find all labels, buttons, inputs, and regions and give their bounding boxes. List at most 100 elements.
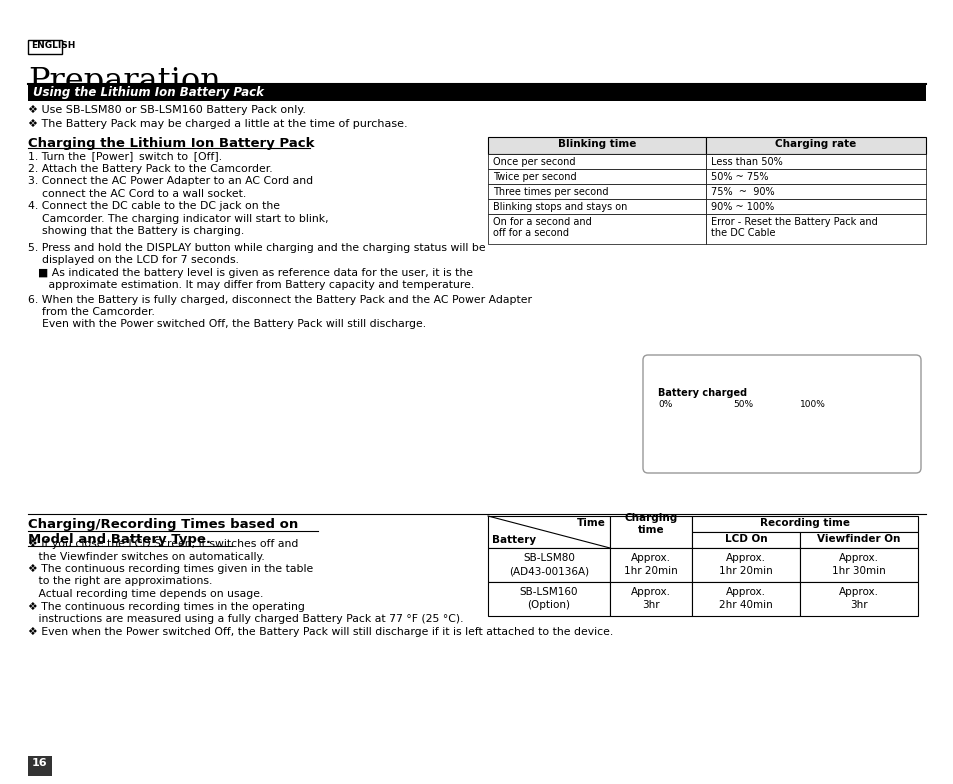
Bar [776, 406, 792, 430]
Text: Error - Reset the Battery Pack and: Error - Reset the Battery Pack and [710, 217, 877, 227]
Text: ■ As indicated the battery level is given as reference data for the user, it is : ■ As indicated the battery level is give… [38, 267, 473, 278]
Text: Camcorder. The charging indicator will start to blink,: Camcorder. The charging indicator will s… [28, 213, 328, 223]
Text: Approx.: Approx. [838, 553, 878, 563]
Text: Approx.: Approx. [630, 587, 670, 597]
Bar [609, 548, 691, 582]
Bar [691, 582, 800, 616]
Bar [705, 169, 925, 184]
Text: the DC Cable: the DC Cable [710, 228, 775, 238]
Text: Once per second: Once per second [493, 157, 575, 167]
Text: ❖ The continuous recording times given in the table: ❖ The continuous recording times given i… [28, 564, 313, 574]
Bar [488, 137, 705, 154]
Text: SB-LSM160: SB-LSM160 [519, 587, 578, 597]
Bar [488, 214, 705, 244]
Bar [675, 406, 690, 430]
Text: Using the Lithium Ion Battery Pack: Using the Lithium Ion Battery Pack [33, 86, 264, 99]
Text: 1. Turn the  [Power]  switch to  [Off].: 1. Turn the [Power] switch to [Off]. [28, 151, 222, 161]
Text: Preparation: Preparation [28, 66, 220, 97]
Bar [691, 548, 800, 582]
Text: ❖ If you close the LCD Screen, it switches off and: ❖ If you close the LCD Screen, it switch… [28, 539, 298, 549]
Text: ENGLISH: ENGLISH [30, 41, 75, 50]
Bar [705, 184, 925, 199]
Text: SB-LSM80: SB-LSM80 [522, 553, 575, 563]
Bar [742, 406, 759, 430]
Bar [691, 516, 917, 532]
Bar [800, 582, 917, 616]
Text: Battery: Battery [492, 535, 536, 545]
Bar [658, 406, 673, 430]
Text: Three times per second: Three times per second [493, 187, 608, 197]
Bar [659, 370, 664, 380]
Text: 1hr 20min: 1hr 20min [719, 566, 772, 576]
Bar [666, 370, 671, 380]
Text: displayed on the LCD for 7 seconds.: displayed on the LCD for 7 seconds. [28, 255, 239, 265]
Text: Viewfinder On: Viewfinder On [817, 534, 900, 544]
Bar [488, 184, 705, 199]
Text: On for a second and: On for a second and [493, 217, 591, 227]
Bar [488, 582, 609, 616]
Bar [810, 406, 826, 430]
Bar [687, 370, 692, 380]
Text: approximate estimation. It may differ from Battery capacity and temperature.: approximate estimation. It may differ fr… [38, 280, 474, 290]
Text: 50% ~ 75%: 50% ~ 75% [710, 172, 768, 182]
Bar [609, 516, 691, 548]
Text: 75%  ~  90%: 75% ~ 90% [710, 187, 774, 197]
Bar [708, 406, 724, 430]
Bar [705, 214, 925, 244]
Bar [28, 756, 52, 776]
Bar [488, 516, 609, 548]
Text: Approx.: Approx. [725, 587, 765, 597]
Bar [28, 84, 925, 101]
Text: 90% ~ 100%: 90% ~ 100% [710, 202, 774, 212]
Text: ❖ The Battery Pack may be charged a little at the time of purchase.: ❖ The Battery Pack may be charged a litt… [28, 119, 407, 129]
Text: 3. Connect the AC Power Adapter to an AC Cord and: 3. Connect the AC Power Adapter to an AC… [28, 176, 313, 186]
Text: 6. When the Battery is fully charged, disconnect the Battery Pack and the AC Pow: 6. When the Battery is fully charged, di… [28, 295, 532, 304]
Text: connect the AC Cord to a wall socket.: connect the AC Cord to a wall socket. [28, 188, 246, 198]
Text: 100%: 100% [800, 400, 825, 409]
Text: 16: 16 [32, 758, 48, 768]
Bar [691, 406, 707, 430]
Text: the Viewfinder switches on automatically.: the Viewfinder switches on automatically… [28, 551, 265, 561]
Bar [488, 199, 705, 214]
Text: Less than 50%: Less than 50% [710, 157, 781, 167]
Text: ❖ The continuous recording times in the operating: ❖ The continuous recording times in the … [28, 601, 305, 612]
Text: Charging
time: Charging time [623, 514, 677, 535]
Text: from the Camcorder.: from the Camcorder. [28, 307, 154, 317]
Text: 5. Press and hold the DISPLAY button while charging and the charging status will: 5. Press and hold the DISPLAY button whi… [28, 242, 485, 252]
Text: ❖ Even when the Power switched Off, the Battery Pack will still discharge if it : ❖ Even when the Power switched Off, the … [28, 626, 613, 637]
Text: Battery Info: Battery Info [700, 381, 753, 390]
Bar [28, 40, 62, 54]
Text: 1hr 20min: 1hr 20min [623, 566, 678, 576]
Bar [800, 548, 917, 582]
Text: (Option): (Option) [527, 600, 570, 610]
Text: (AD43-00136A): (AD43-00136A) [508, 566, 588, 576]
Text: Even with the Power switched Off, the Battery Pack will still discharge.: Even with the Power switched Off, the Ba… [28, 318, 426, 328]
Text: 0%: 0% [658, 400, 672, 409]
Bar [725, 406, 741, 430]
Text: 50%: 50% [732, 400, 752, 409]
Text: Approx.: Approx. [725, 553, 765, 563]
Bar [705, 154, 925, 169]
Text: Model and Battery Type.: Model and Battery Type. [28, 533, 211, 546]
Text: 4. Connect the DC cable to the DC jack on the: 4. Connect the DC cable to the DC jack o… [28, 201, 280, 211]
Text: Charging rate: Charging rate [775, 139, 856, 149]
Text: Battery charged: Battery charged [658, 388, 746, 398]
Bar [488, 169, 705, 184]
Text: ❖ Use SB-LSM80 or SB-LSM160 Battery Pack only.: ❖ Use SB-LSM80 or SB-LSM160 Battery Pack… [28, 105, 306, 115]
Bar [488, 154, 705, 169]
Text: 2hr 40min: 2hr 40min [719, 600, 772, 610]
Bar [793, 406, 809, 430]
Text: Approx.: Approx. [838, 587, 878, 597]
Text: LCD On: LCD On [724, 534, 766, 544]
Bar [673, 370, 679, 380]
Text: showing that the Battery is charging.: showing that the Battery is charging. [28, 226, 244, 236]
Text: off for a second: off for a second [493, 228, 568, 238]
Text: 2. Attach the Battery Pack to the Camcorder.: 2. Attach the Battery Pack to the Camcor… [28, 164, 273, 173]
Text: 3hr: 3hr [641, 600, 659, 610]
Bar [609, 582, 691, 616]
Text: Blinking stops and stays on: Blinking stops and stays on [493, 202, 627, 212]
Text: Charging/Recording Times based on: Charging/Recording Times based on [28, 518, 298, 531]
Bar [705, 137, 925, 154]
Text: Recording time: Recording time [760, 518, 849, 528]
Bar [680, 370, 685, 380]
